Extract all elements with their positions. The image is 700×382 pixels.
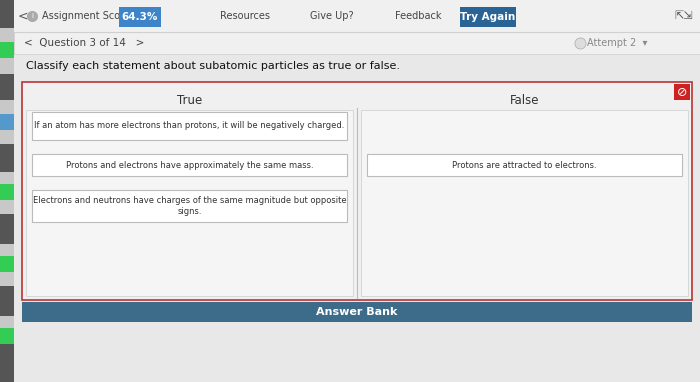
Text: Give Up?: Give Up?: [310, 11, 354, 21]
Bar: [0, 42, 14, 58]
Text: Assignment Score:: Assignment Score:: [42, 11, 133, 21]
Bar: [0, 256, 14, 272]
Text: Protons are attracted to electrons.: Protons are attracted to electrons.: [452, 160, 597, 170]
Bar: [0, 144, 14, 172]
Bar: [674, 84, 690, 100]
Text: Attempt 2  ▾: Attempt 2 ▾: [587, 38, 648, 48]
Text: Answer Bank: Answer Bank: [316, 307, 398, 317]
Text: True: True: [177, 94, 202, 107]
Text: i: i: [31, 13, 33, 19]
Bar: [0, 114, 14, 130]
Text: <: <: [18, 10, 29, 23]
Bar: [0, 286, 14, 316]
Text: Feedback: Feedback: [395, 11, 442, 21]
Bar: [14, 32, 700, 54]
Text: 64.3%: 64.3%: [122, 12, 158, 22]
Bar: [32, 154, 347, 176]
Text: If an atom has more electrons than protons, it will be negatively charged.: If an atom has more electrons than proto…: [34, 121, 344, 131]
Bar: [0, 344, 14, 382]
Bar: [0, 74, 14, 100]
Bar: [14, 72, 700, 382]
Bar: [0, 328, 14, 344]
Text: ⊘: ⊘: [677, 86, 687, 99]
Bar: [22, 322, 692, 330]
Text: Protons and electrons have approximately the same mass.: Protons and electrons have approximately…: [66, 160, 314, 170]
Bar: [32, 190, 347, 222]
Bar: [22, 82, 692, 300]
Bar: [22, 302, 692, 322]
Bar: [367, 154, 682, 176]
Bar: [119, 7, 161, 27]
Text: Classify each statement about subatomic particles as true or false.: Classify each statement about subatomic …: [26, 61, 400, 71]
Bar: [0, 184, 14, 200]
Bar: [361, 110, 688, 296]
Bar: [460, 7, 516, 27]
Bar: [32, 112, 347, 140]
Bar: [0, 214, 14, 244]
Text: <  Question 3 of 14   >: < Question 3 of 14 >: [24, 38, 144, 48]
Text: False: False: [510, 94, 539, 107]
Bar: [0, 0, 14, 28]
Bar: [14, 54, 700, 78]
Text: Electrons and neutrons have charges of the same magnitude but opposite
signs.: Electrons and neutrons have charges of t…: [33, 196, 346, 216]
Bar: [26, 110, 353, 296]
Text: ⇱⇲: ⇱⇲: [675, 11, 694, 21]
Text: Resources: Resources: [220, 11, 270, 21]
Bar: [14, 0, 700, 32]
Text: Try Again: Try Again: [461, 12, 516, 22]
